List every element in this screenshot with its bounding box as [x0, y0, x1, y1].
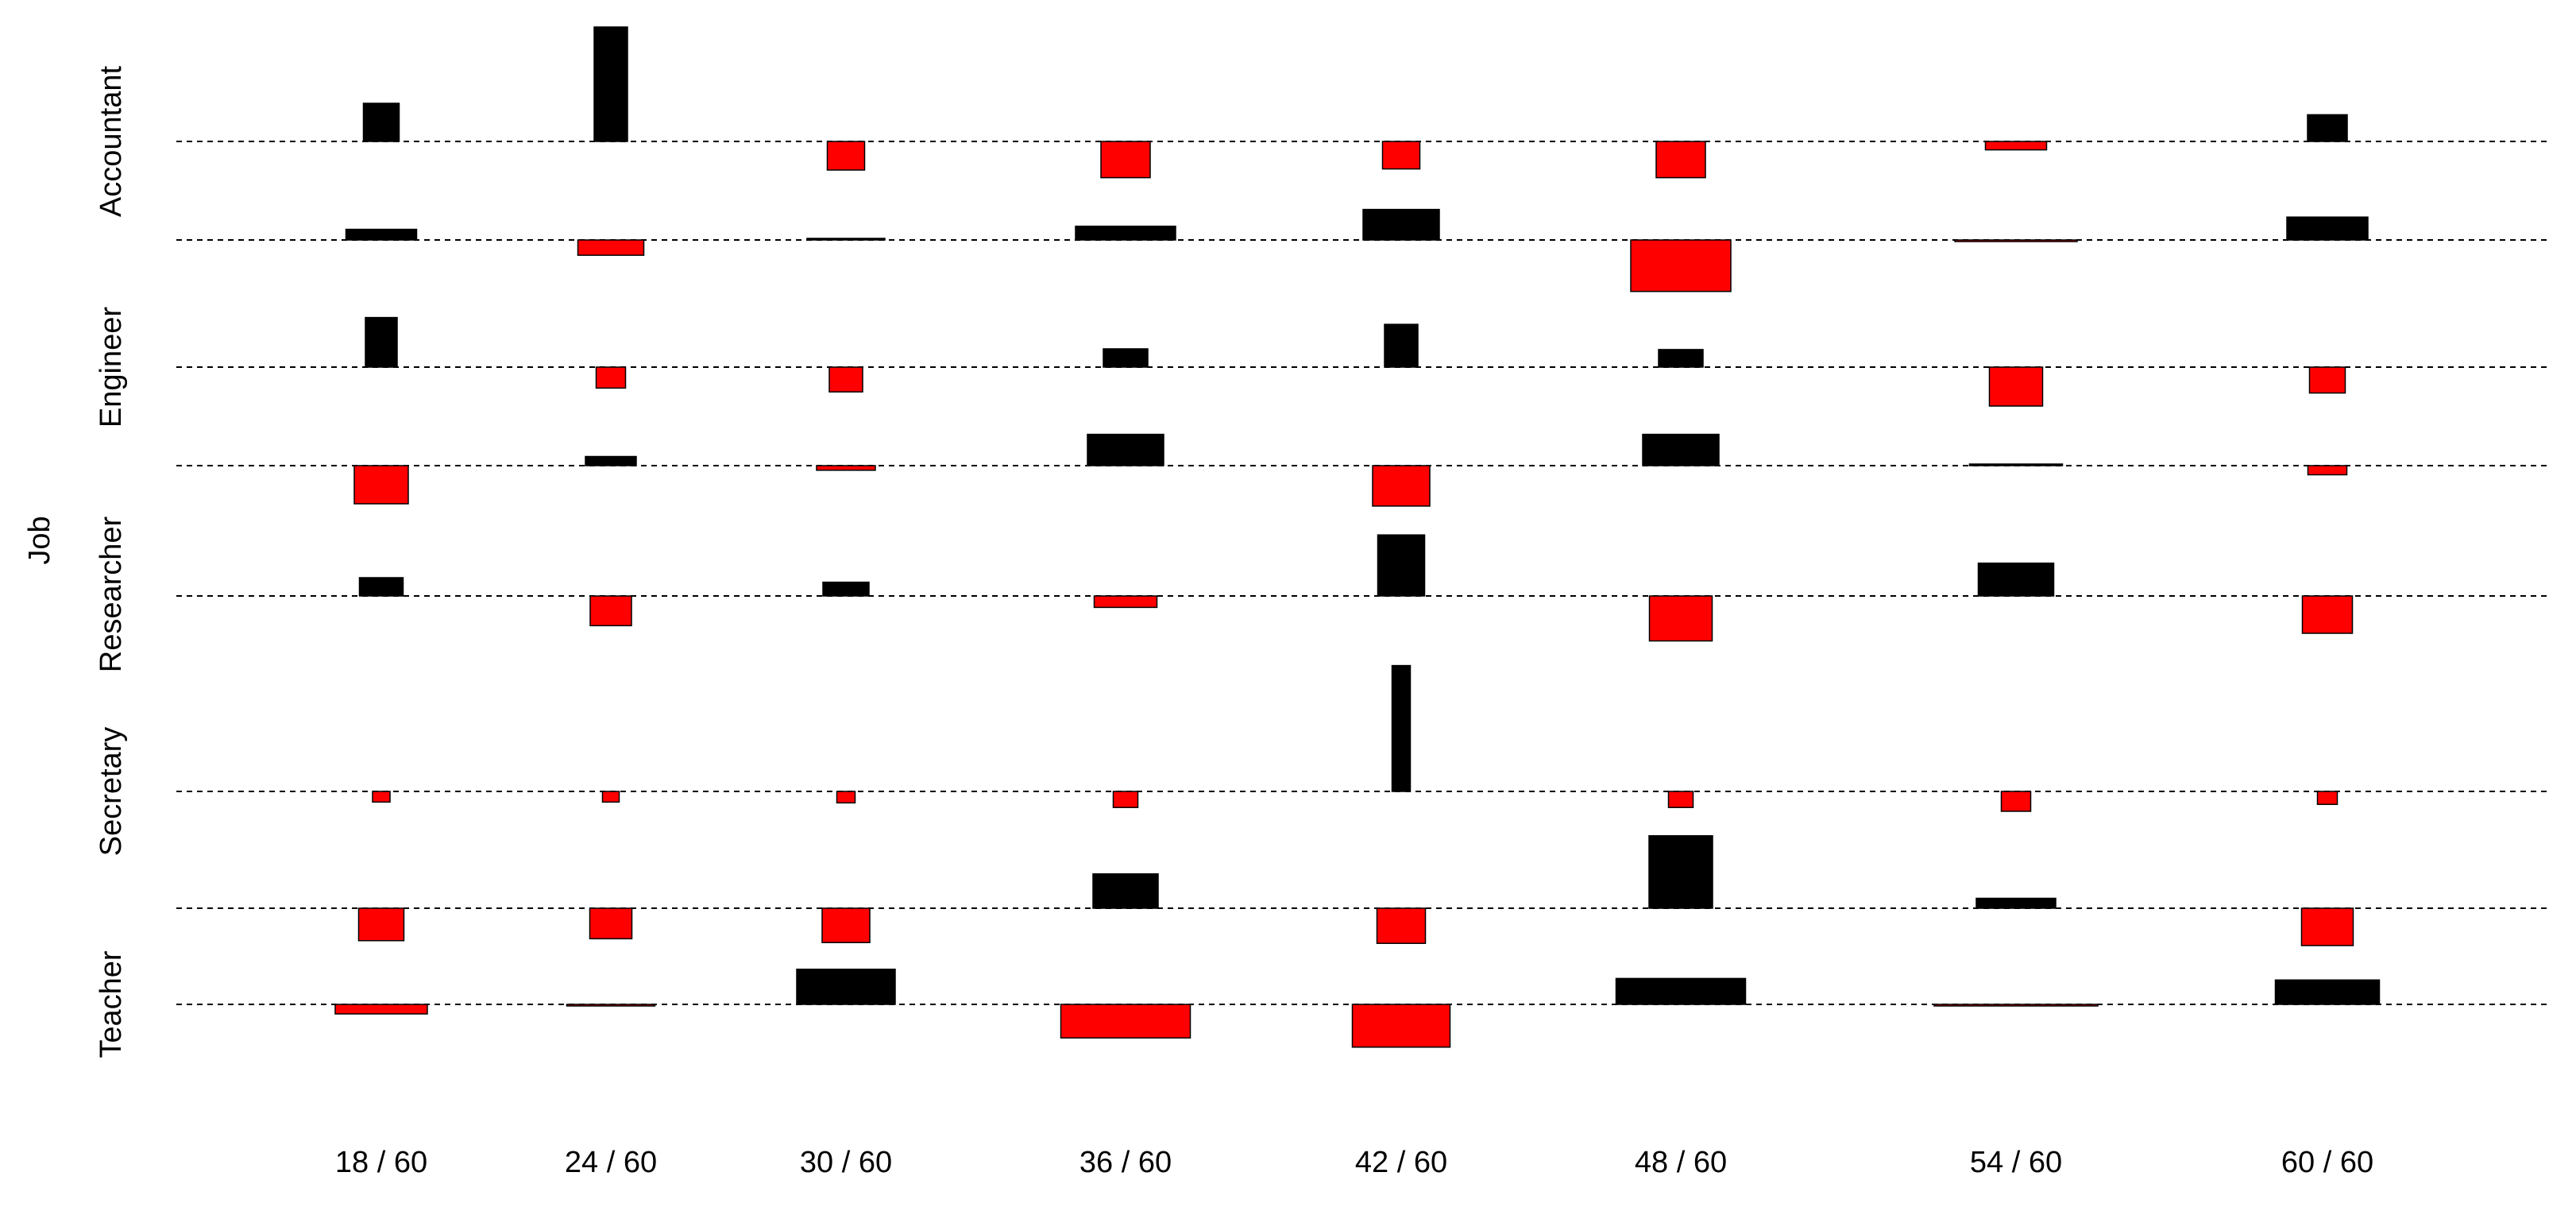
bar-row-7-col-3	[1060, 1004, 1191, 1039]
bar-row-2-col-4	[1384, 323, 1419, 368]
bar-row-6-col-2	[821, 907, 871, 943]
bar-row-6-col-4	[1376, 907, 1427, 944]
baselines	[176, 141, 2550, 1005]
y-axis-label: Job	[23, 516, 56, 564]
bar-row-6-col-1	[589, 907, 633, 940]
bar-row-7-col-1	[566, 1004, 656, 1007]
bar-row-2-col-3	[1103, 348, 1149, 368]
bar-row-3-col-6	[1968, 463, 2064, 466]
bar-row-5-col-2	[836, 791, 856, 804]
bar-row-1-col-6	[1954, 239, 2078, 242]
bar-row-0-col-1	[593, 26, 628, 142]
bar-row-4-col-0	[358, 577, 404, 597]
bar-row-6-col-5	[1648, 835, 1713, 909]
x-tick-label-1: 24 / 60	[565, 1146, 657, 1179]
bar-row-0-col-4	[1381, 141, 1421, 170]
bar-row-3-col-4	[1372, 465, 1431, 507]
bar-row-2-col-7	[2308, 366, 2346, 394]
row-label-engineer: Engineer	[95, 307, 128, 427]
bar-row-7-col-4	[1351, 1004, 1451, 1048]
bar-row-7-col-5	[1615, 977, 1747, 1005]
bar-row-4-col-7	[2301, 595, 2354, 634]
bar-row-4-col-4	[1377, 534, 1426, 597]
bar-row-1-col-7	[2286, 216, 2369, 241]
x-tick-label-4: 42 / 60	[1355, 1146, 1447, 1179]
x-tick-label-5: 48 / 60	[1635, 1146, 1727, 1179]
bar-row-4-col-5	[1648, 595, 1713, 642]
cell-bars	[334, 26, 2381, 1048]
bar-row-0-col-3	[1100, 141, 1151, 179]
bar-row-0-col-5	[1655, 141, 1706, 179]
x-tick-label-2: 30 / 60	[800, 1146, 892, 1179]
bar-row-6-col-6	[1975, 897, 2057, 909]
bar-row-5-col-0	[372, 791, 391, 803]
bar-row-6-col-7	[2300, 907, 2354, 946]
bar-row-0-col-7	[2307, 114, 2348, 142]
bar-row-5-col-1	[601, 791, 620, 803]
bar-row-1-col-4	[1362, 208, 1440, 241]
bar-row-1-col-2	[806, 238, 886, 241]
row-label-researcher: Researcher	[95, 516, 128, 672]
bar-row-0-col-0	[362, 103, 400, 142]
bar-row-0-col-6	[1984, 141, 2048, 151]
bar-row-1-col-0	[345, 228, 418, 241]
bar-row-6-col-0	[357, 907, 405, 942]
bar-row-4-col-1	[589, 595, 632, 627]
row-label-accountant: Accountant	[95, 65, 128, 217]
bar-row-4-col-3	[1093, 595, 1158, 609]
row-label-teacher: Teacher	[95, 950, 128, 1058]
bar-row-7-col-2	[796, 969, 896, 1005]
bar-row-5-col-6	[2000, 791, 2032, 812]
row-group-labels: Accountant Engineer Researcher Secretary Tea…	[95, 65, 128, 1058]
bar-row-4-col-2	[822, 581, 870, 597]
bar-row-4-col-6	[1977, 562, 2055, 597]
bar-row-3-col-7	[2307, 465, 2348, 476]
x-tick-label-3: 36 / 60	[1079, 1146, 1172, 1179]
bar-row-5-col-5	[1667, 791, 1694, 808]
bar-row-3-col-5	[1642, 433, 1720, 466]
bar-row-5-col-3	[1112, 791, 1139, 808]
bar-row-1-col-5	[1630, 239, 1732, 292]
x-tick-labels: 18 / 60 24 / 60 30 / 60 36 / 60 42 / 60 48 / …	[335, 1146, 2373, 1179]
bar-row-3-col-1	[585, 455, 637, 466]
bar-row-5-col-7	[2316, 791, 2338, 806]
bar-row-3-col-2	[816, 465, 876, 471]
x-tick-label-7: 60 / 60	[2281, 1146, 2373, 1179]
bar-row-2-col-1	[595, 366, 627, 389]
bar-row-2-col-6	[1988, 366, 2044, 407]
bar-row-3-col-3	[1087, 433, 1164, 466]
x-tick-label-6: 54 / 60	[1970, 1146, 2062, 1179]
x-tick-label-0: 18 / 60	[335, 1146, 427, 1179]
bar-row-3-col-0	[353, 465, 409, 505]
row-label-secretary: Secretary	[95, 727, 128, 857]
bar-row-0-col-2	[826, 141, 866, 171]
bar-row-6-col-3	[1092, 873, 1159, 909]
bar-row-7-col-6	[1933, 1004, 2099, 1007]
bar-row-7-col-0	[334, 1004, 428, 1015]
bar-row-2-col-2	[828, 366, 863, 393]
bar-row-2-col-5	[1658, 349, 1704, 368]
bar-row-1-col-3	[1075, 225, 1176, 241]
bar-row-7-col-7	[2274, 979, 2381, 1005]
bar-row-1-col-1	[577, 239, 645, 256]
bar-row-2-col-0	[365, 316, 398, 368]
bar-row-5-col-4	[1391, 664, 1412, 792]
